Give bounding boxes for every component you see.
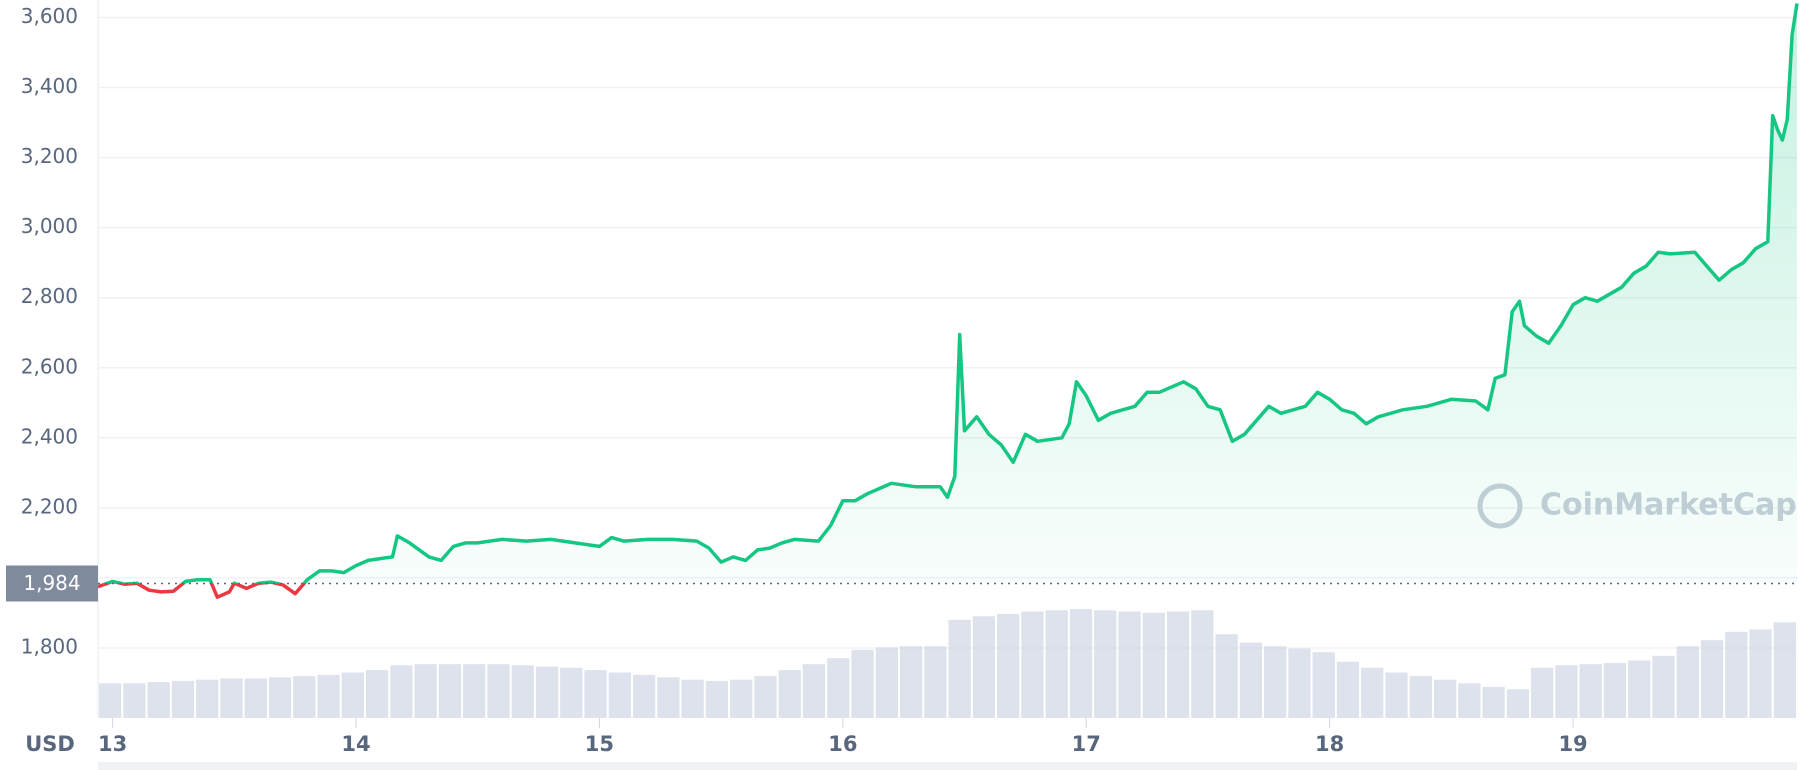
- currency-label: USD: [25, 732, 75, 756]
- volume-bar: [1336, 661, 1360, 718]
- volume-bar: [414, 664, 437, 718]
- volume-bar: [463, 664, 486, 718]
- volume-bar: [608, 672, 631, 718]
- volume-bar: [1142, 612, 1165, 718]
- volume-bar: [1749, 629, 1772, 718]
- volume-bar: [1531, 667, 1554, 718]
- volume-bar: [293, 676, 316, 718]
- volume-bar: [560, 667, 583, 718]
- volume-bar: [1506, 689, 1530, 718]
- volume-bar: [851, 649, 874, 718]
- volume-bar: [1652, 655, 1675, 718]
- x-tick-label: 19: [1558, 732, 1587, 756]
- volume-bar: [196, 679, 219, 718]
- volume-bar: [1433, 679, 1457, 718]
- y-tick-label: 2,800: [21, 284, 78, 308]
- volume-bar: [1045, 610, 1068, 718]
- volume-bar: [1191, 610, 1214, 718]
- volume-bar: [244, 678, 267, 718]
- volume-bar: [1094, 610, 1117, 718]
- volume-bar: [1361, 667, 1384, 718]
- volume-bar: [1166, 611, 1190, 718]
- volume-bar: [317, 674, 340, 718]
- x-tick-label: 17: [1072, 732, 1101, 756]
- price-line: [101, 3, 1799, 584]
- volume-bar: [99, 683, 122, 718]
- volume-bar: [1118, 611, 1141, 718]
- volume-bar: [1676, 646, 1699, 718]
- volume-bar: [268, 677, 292, 718]
- volume-bar: [341, 672, 364, 718]
- volume-bar: [123, 683, 146, 718]
- volume-bar: [997, 613, 1020, 718]
- volume-bar: [948, 619, 971, 718]
- volume-bar: [1628, 660, 1651, 718]
- volume-bar: [1215, 634, 1238, 718]
- volume-bar: [705, 680, 729, 718]
- volume-bar: [1385, 672, 1408, 718]
- volume-bar: [778, 670, 801, 718]
- volume-bar: [972, 616, 996, 718]
- y-tick-label: 1,800: [21, 634, 78, 658]
- volume-bar: [827, 658, 850, 718]
- volume-bar: [802, 664, 826, 718]
- scroll-strip: [98, 762, 1797, 770]
- volume-bar: [730, 679, 753, 718]
- y-tick-label: 3,200: [21, 144, 78, 168]
- volume-bar: [1725, 631, 1748, 718]
- volume-bar: [1312, 652, 1335, 718]
- volume-bar: [1482, 686, 1505, 718]
- volume-bar: [754, 676, 777, 718]
- volume-bar: [924, 646, 947, 718]
- volume-bar: [1700, 640, 1724, 718]
- volume-bar: [632, 674, 656, 718]
- y-tick-label: 3,600: [21, 4, 78, 28]
- area: [98, 3, 1797, 584]
- x-tick-label: 14: [341, 732, 370, 756]
- volume-bar: [365, 670, 389, 718]
- x-tick-label: 13: [98, 732, 127, 756]
- volume-bar: [1555, 665, 1578, 718]
- volume-bar: [1264, 646, 1287, 718]
- volume-bar: [438, 664, 462, 718]
- volume-bar: [1603, 662, 1627, 718]
- volume-bar: [1409, 676, 1432, 718]
- volume-bar: [1579, 664, 1602, 718]
- volume-bar: [1773, 622, 1796, 718]
- y-tick-label: 3,000: [21, 214, 78, 238]
- volume-bar: [584, 670, 607, 718]
- volume-bar: [487, 664, 510, 718]
- volume-bar: [899, 646, 923, 718]
- y-tick-label: 3,400: [21, 74, 78, 98]
- volume-bar: [875, 647, 898, 718]
- volume-bar: [1021, 611, 1044, 718]
- volume-bar: [535, 666, 559, 718]
- volume-bar: [511, 665, 534, 718]
- volume-bar: [1288, 648, 1311, 718]
- y-tick-label: 2,200: [21, 494, 78, 518]
- reference-box: [6, 565, 98, 602]
- y-tick-label: 2,400: [21, 424, 78, 448]
- volume-bar: [390, 665, 413, 718]
- x-tick-label: 16: [828, 732, 857, 756]
- volume-bar: [657, 677, 680, 718]
- x-tick-label: 15: [585, 732, 614, 756]
- volume-bar: [1458, 683, 1481, 718]
- volume-bar: [1069, 609, 1093, 718]
- x-tick-label: 18: [1315, 732, 1344, 756]
- volume-bar: [681, 679, 704, 718]
- volume-bar: [147, 682, 170, 718]
- volume-bar: [171, 680, 195, 718]
- volume-bar: [220, 678, 243, 718]
- reference-label: 1,984: [23, 571, 80, 595]
- volume-bar: [1239, 642, 1263, 718]
- y-tick-label: 2,600: [21, 354, 78, 378]
